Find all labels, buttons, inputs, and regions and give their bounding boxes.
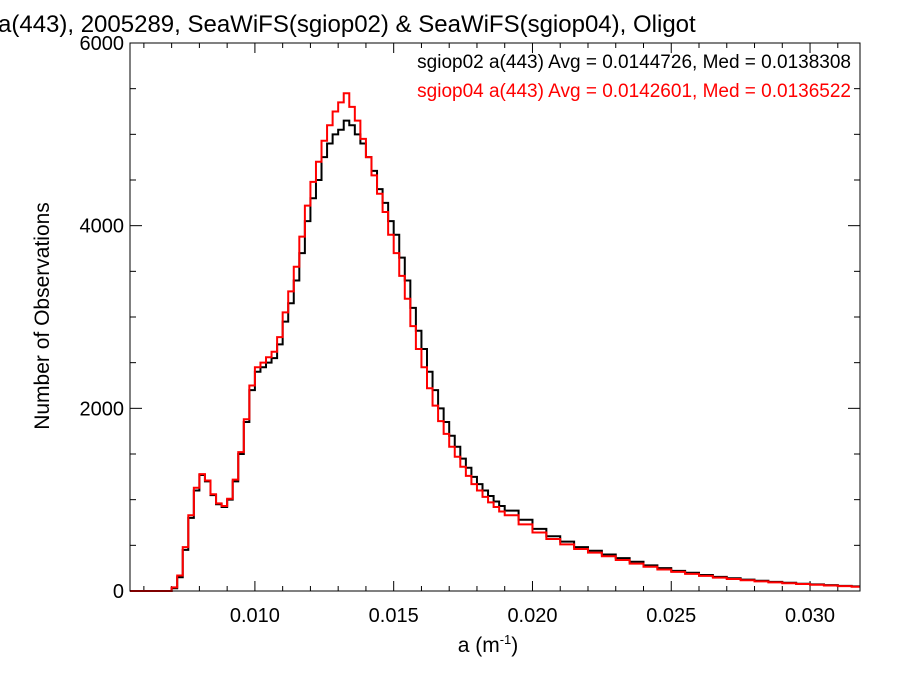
x-tick-label: 0.010 [230, 605, 280, 627]
x-axis-label-exponent: -1 [500, 632, 512, 647]
x-axis-label-end: ) [511, 634, 518, 657]
legend-entry-sgiop04: sgiop04 a(443) Avg = 0.0142601, Med = 0.… [417, 81, 851, 102]
y-axis-label: Number of Observations [31, 202, 54, 430]
legend-entry-sgiop02: sgiop02 a(443) Avg = 0.0144726, Med = 0.… [417, 52, 851, 73]
series-line-sgiop02 [130, 119, 860, 592]
y-tick-label: 6000 [80, 33, 125, 55]
y-tick-label: 0 [113, 581, 124, 603]
x-tick-label: 0.015 [369, 605, 419, 627]
axis-ticks: 0.010 0.015 0.020 0.025 0.030 0 2000 4000 6000 [80, 33, 860, 627]
plot-frame [129, 42, 861, 592]
y-tick-label: 4000 [80, 216, 125, 238]
x-axis-label: a (m-1) [458, 632, 519, 657]
y-tick-label: 2000 [80, 398, 125, 420]
x-axis-label-main: a (m [458, 634, 500, 657]
series-line-sgiop04 [130, 92, 860, 592]
series-layer [130, 92, 860, 592]
chart-title: a(443), 2005289, SeaWiFS(sgiop02) & SeaW… [0, 11, 696, 38]
x-tick-label: 0.020 [507, 605, 557, 627]
x-tick-label: 0.025 [646, 605, 696, 627]
x-tick-label: 0.030 [785, 605, 835, 627]
